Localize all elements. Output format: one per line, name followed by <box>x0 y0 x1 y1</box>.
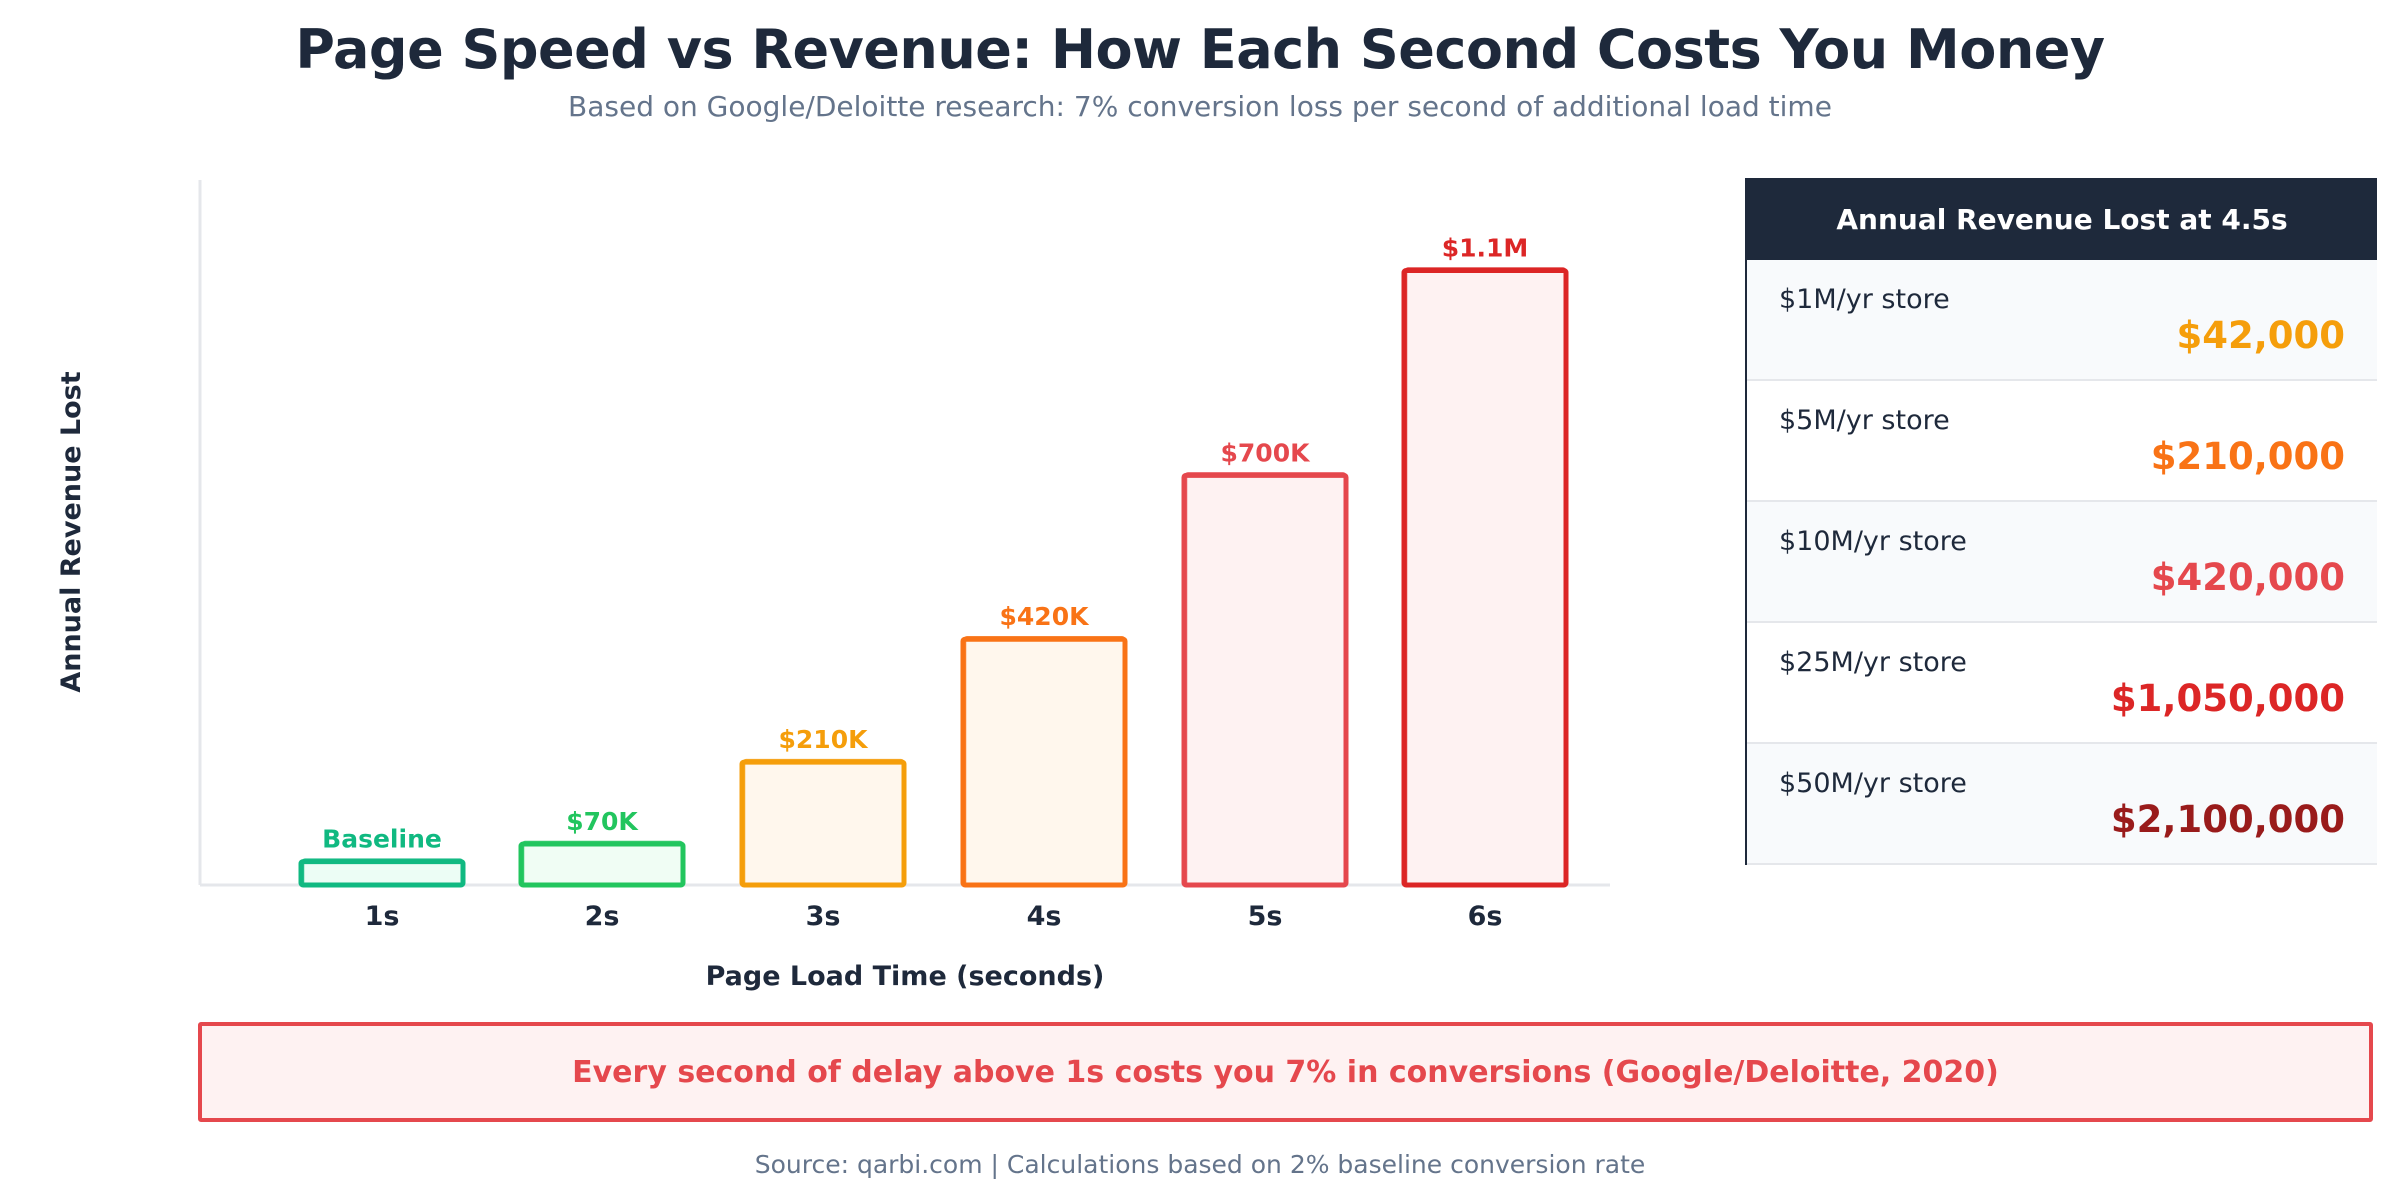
panel-row: $5M/yr store $210,000 <box>1747 381 2377 502</box>
panel-row-label: $50M/yr store <box>1779 768 1967 799</box>
page-subtitle: Based on Google/Deloitte research: 7% co… <box>568 90 1832 123</box>
x-tick-label: 4s <box>1027 901 1062 932</box>
bar <box>1181 472 1349 888</box>
panel-row-value: $1,050,000 <box>2110 677 2345 720</box>
y-axis-title: Annual Revenue Lost <box>56 371 87 692</box>
bar-value-label: $70K <box>566 807 639 836</box>
bar-sketch-outline <box>963 635 1126 888</box>
bar-value-label: $210K <box>779 725 870 754</box>
bar-sketch-outline <box>742 758 905 888</box>
bar-sketch-outline <box>1184 472 1347 888</box>
panel-row-value: $2,100,000 <box>2110 798 2345 841</box>
callout-text: Every second of delay above 1s costs you… <box>572 1054 1999 1090</box>
callout-box: Every second of delay above 1s costs you… <box>198 1022 2373 1122</box>
bar <box>1401 268 1569 888</box>
panel-row-value: $42,000 <box>2176 314 2345 357</box>
bar-sketch-outline <box>301 858 464 888</box>
panel-header: Annual Revenue Lost at 4.5s <box>1747 178 2377 260</box>
bar <box>960 636 1128 888</box>
panel-row-label: $10M/yr store <box>1779 526 1967 557</box>
bar-sketch-outline <box>521 840 684 888</box>
bar <box>298 859 466 888</box>
panel-row-label: $1M/yr store <box>1779 284 1950 315</box>
source-note: Source: qarbi.com | Calculations based o… <box>754 1150 1646 1179</box>
panel-row-label: $25M/yr store <box>1779 647 1967 678</box>
x-tick-label: 3s <box>806 901 841 932</box>
bar-chart: Baseline 1s $70K 2s $210K 3s $420K 4s $700K 5s $1.… <box>56 180 1610 992</box>
bar-value-label: $420K <box>1000 602 1091 631</box>
x-tick-label: 6s <box>1468 901 1503 932</box>
panel-row: $25M/yr store $1,050,000 <box>1747 623 2377 744</box>
bar-value-label: Baseline <box>322 825 442 854</box>
bar <box>518 841 686 888</box>
revenue-lost-panel: Annual Revenue Lost at 4.5s $1M/yr store… <box>1745 178 2377 865</box>
x-tick-label: 5s <box>1248 901 1283 932</box>
bar-sketch-outline <box>1404 267 1567 888</box>
bar-value-label: $1.1M <box>1442 234 1529 263</box>
x-axis-title: Page Load Time (seconds) <box>706 961 1105 992</box>
bar-value-label: $700K <box>1221 438 1312 467</box>
panel-row-label: $5M/yr store <box>1779 405 1950 436</box>
panel-row: $50M/yr store $2,100,000 <box>1747 744 2377 865</box>
panel-row-value: $210,000 <box>2150 435 2345 478</box>
panel-rows: $1M/yr store $42,000 $5M/yr store $210,000 $… <box>1747 260 2377 865</box>
x-tick-label: 1s <box>365 901 400 932</box>
page-title: Page Speed vs Revenue: How Each Second C… <box>295 18 2105 81</box>
x-tick-label: 2s <box>585 901 620 932</box>
bar <box>739 759 907 888</box>
panel-row: $10M/yr store $420,000 <box>1747 502 2377 623</box>
panel-row: $1M/yr store $42,000 <box>1747 260 2377 381</box>
panel-row-value: $420,000 <box>2150 556 2345 599</box>
